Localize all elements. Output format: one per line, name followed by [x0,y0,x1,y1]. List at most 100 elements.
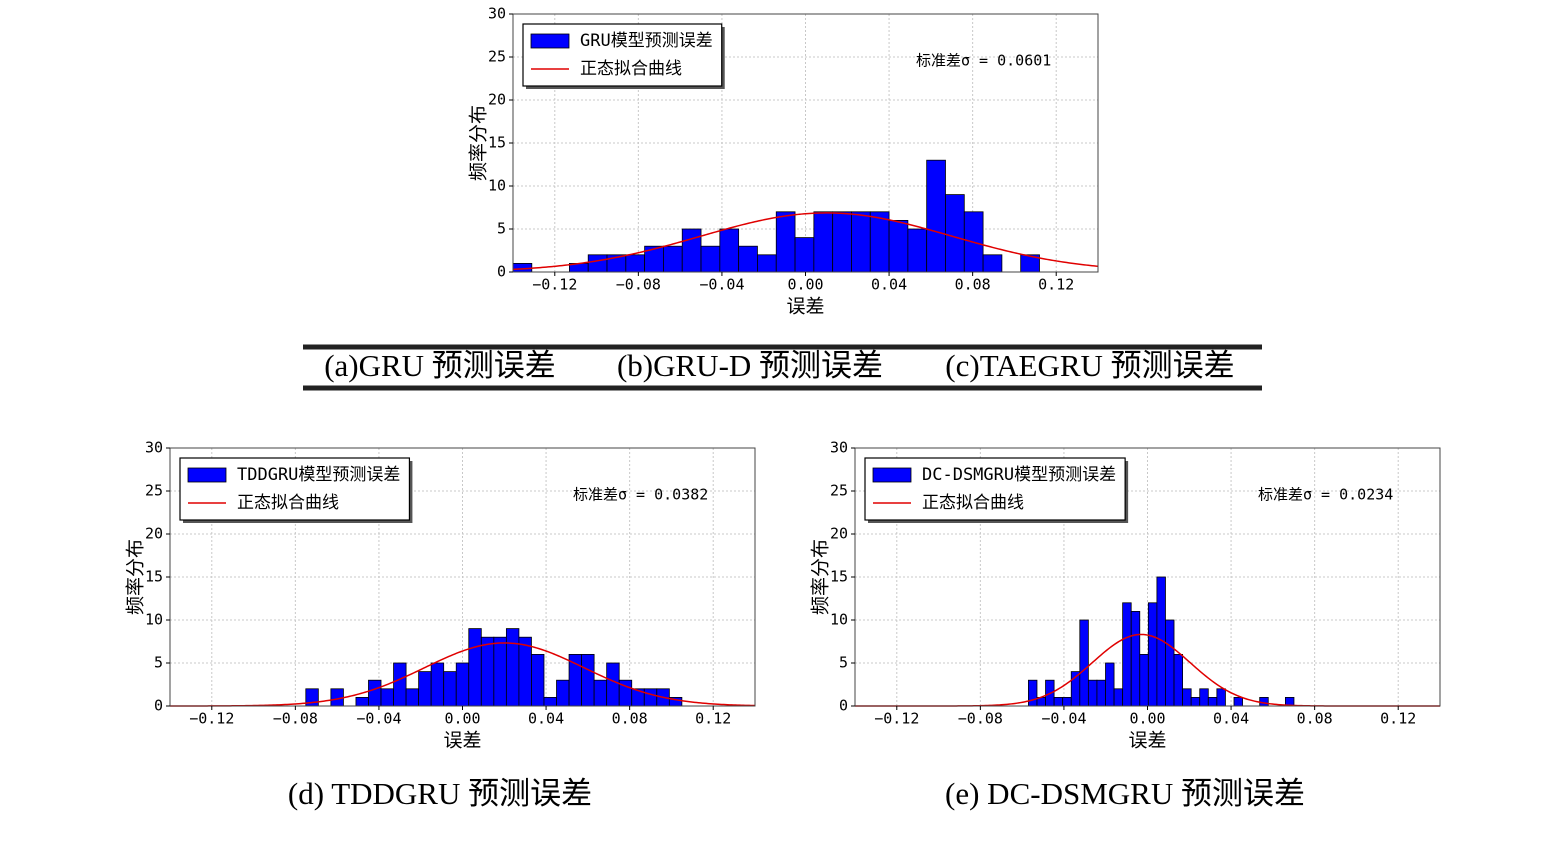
x-tick-label: −0.12 [874,710,919,728]
bar [1207,697,1218,707]
caption: (b)GRU-D 预测误差 [617,348,883,383]
bar [455,662,470,707]
bar [1087,679,1098,707]
x-axis-label: 误差 [1128,730,1166,752]
legend-swatch [187,467,227,483]
y-axis-label: 频率分布 [125,539,147,615]
bar [1139,654,1149,707]
caption: (c)TAEGRU 预测误差 [945,348,1234,383]
bar [405,688,420,707]
bar [663,245,683,273]
caption: (d) TDDGRU 预测误差 [288,776,592,811]
bar [493,636,507,707]
x-tick-label: −0.12 [532,276,577,294]
bar [556,679,570,707]
bar [700,245,721,273]
bar [1199,688,1209,707]
x-tick-label: 0.04 [871,276,907,294]
legend-swatch [530,33,570,49]
bar [945,194,965,273]
x-tick-label: 0.00 [787,276,823,294]
x-tick-label: 0.08 [955,276,991,294]
bar [1233,697,1243,707]
y-tick-label: 25 [830,482,848,500]
y-tick-label: 25 [145,482,163,500]
bar [355,697,369,707]
legend-label: 正态拟合曲线 [580,59,682,79]
bar [1028,679,1038,707]
annotation: 标准差σ = 0.0234 [1258,486,1393,504]
bar [518,636,532,707]
legend-label: DC-DSMGRU模型预测误差 [922,465,1116,485]
x-tick-label: 0.04 [528,710,564,728]
y-tick-label: 5 [839,654,848,672]
bar [1182,688,1192,707]
y-tick-label: 30 [830,439,848,457]
fit-curve [170,642,756,707]
bar [1173,654,1184,707]
bar [775,211,796,273]
bar [1079,619,1089,707]
x-tick-label: −0.08 [616,276,661,294]
y-tick-label: 20 [145,525,163,543]
bar [907,228,928,273]
bar [393,662,407,707]
y-tick-label: 25 [488,48,506,66]
x-tick-label: 0.04 [1213,710,1249,728]
x-tick-label: −0.12 [189,710,234,728]
y-tick-label: 10 [830,611,848,629]
bar [430,662,445,707]
bar [468,628,482,707]
bar [543,697,557,707]
annotation: 标准差σ = 0.0601 [916,52,1051,70]
y-tick-label: 20 [830,525,848,543]
fit-curve [512,212,1099,271]
x-tick-label: 0.08 [612,710,648,728]
y-tick-label: 0 [839,697,848,715]
y-tick-label: 10 [488,177,506,195]
bar [926,159,946,273]
bar [1190,697,1201,707]
bar [505,628,520,707]
y-tick-label: 30 [488,5,506,23]
bar [1216,688,1226,707]
bar [813,211,834,273]
y-tick-label: 15 [145,568,163,586]
bar [757,254,777,273]
y-tick-label: 30 [145,439,163,457]
bar [606,662,620,707]
y-tick-label: 5 [497,220,506,238]
bar [418,671,432,707]
x-tick-label: 0.12 [695,710,731,728]
bar [581,654,595,707]
bar [738,245,758,273]
bar [368,679,382,707]
bar [480,636,495,707]
legend-label: TDDGRU模型预测误差 [237,465,400,485]
x-axis-label: 误差 [443,730,481,752]
bar [1113,688,1124,707]
x-tick-label: 0.12 [1038,276,1074,294]
bar [681,228,702,273]
y-tick-label: 10 [145,611,163,629]
x-tick-label: −0.08 [273,710,318,728]
x-tick-label: 0.12 [1380,710,1416,728]
x-tick-label: 0.08 [1297,710,1333,728]
bar [587,254,608,273]
bar [869,211,890,273]
bar [719,228,740,273]
legend-label: 正态拟合曲线 [922,493,1024,513]
annotation: 标准差σ = 0.0382 [573,486,708,504]
y-tick-label: 15 [488,134,506,152]
bar [1105,662,1115,707]
caption: (a)GRU 预测误差 [324,348,556,383]
bar [380,688,394,707]
y-axis-label: 频率分布 [810,539,832,615]
x-axis-label: 误差 [786,296,824,318]
bar [851,211,871,273]
x-tick-label: −0.08 [958,710,1003,728]
